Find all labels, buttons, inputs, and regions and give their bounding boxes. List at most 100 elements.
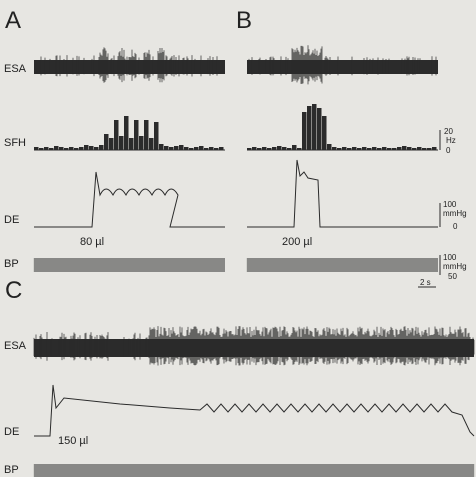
histogram-bar <box>392 148 397 150</box>
histogram-bar <box>362 147 367 150</box>
histogram-bar <box>114 120 119 150</box>
row-label-bp-top: BP <box>4 258 19 270</box>
histogram-bar <box>422 148 427 150</box>
de-scale-unit: mmHg <box>443 209 467 218</box>
row-label-bp-c: BP <box>4 464 19 476</box>
histogram-bar <box>317 108 322 150</box>
histogram-bar <box>417 147 422 150</box>
histogram-bar <box>44 147 49 150</box>
histogram-bar <box>357 148 362 150</box>
sfh-scale-bottom: 0 <box>446 146 451 155</box>
histogram-bar <box>267 148 272 150</box>
histogram-bar <box>34 147 39 150</box>
sfh-scale-top: 20 <box>444 127 453 136</box>
histogram-bar <box>39 148 44 150</box>
bp-trace-a <box>34 258 225 272</box>
histogram-bar <box>144 120 149 150</box>
histogram-bar <box>332 147 337 150</box>
bp-trace-b <box>247 258 438 272</box>
histogram-bar <box>337 148 342 150</box>
bp-scale-bottom: 50 <box>448 272 457 281</box>
de-scale-bottom: 0 <box>453 222 458 231</box>
histogram-bar <box>432 147 437 150</box>
histogram-bar <box>272 147 277 150</box>
sfh-bars-b <box>247 104 437 150</box>
histogram-bar <box>189 148 194 150</box>
histogram-bar <box>174 146 179 150</box>
histogram-bar <box>347 148 352 150</box>
de-scale-top: 100 <box>443 200 457 209</box>
histogram-bar <box>179 145 184 150</box>
de-trace-a <box>34 171 225 228</box>
row-label-de-top: DE <box>4 214 19 226</box>
histogram-bar <box>119 136 124 150</box>
histogram-bar <box>412 148 417 150</box>
histogram-bar <box>277 146 282 150</box>
histogram-bar <box>94 147 99 150</box>
histogram-bar <box>287 148 292 150</box>
volume-label-b: 200 µl <box>282 236 312 248</box>
histogram-bar <box>124 116 129 150</box>
histogram-bar <box>327 144 332 150</box>
histogram-bar <box>104 134 109 150</box>
histogram-bar <box>219 147 224 150</box>
bp-scale-unit: mmHg <box>443 262 467 271</box>
histogram-bar <box>367 148 372 150</box>
histogram-bar <box>402 146 407 150</box>
sfh-bars-a <box>34 116 224 150</box>
histogram-bar <box>397 147 402 150</box>
de-trace-c <box>34 384 475 437</box>
histogram-bar <box>247 148 252 150</box>
histogram-bar <box>297 148 302 150</box>
histogram-bar <box>377 148 382 150</box>
histogram-bar <box>129 138 134 150</box>
esa-spikes-b <box>248 45 437 85</box>
time-scale-label: 2 s <box>420 278 431 287</box>
histogram-bar <box>262 147 267 150</box>
esa-trace-a <box>34 60 225 74</box>
histogram-bar <box>194 147 199 150</box>
histogram-bar <box>209 147 214 150</box>
histogram-bar <box>199 146 204 150</box>
histogram-bar <box>214 148 219 150</box>
row-label-sfh: SFH <box>4 137 26 149</box>
histogram-bar <box>89 146 94 150</box>
histogram-bar <box>74 148 79 150</box>
bp-hatch <box>33 258 475 477</box>
histogram-bar <box>427 148 432 150</box>
row-label-de-c: DE <box>4 426 19 438</box>
bp-scale-top: 100 <box>443 253 457 262</box>
panel-label-a: A <box>5 7 21 34</box>
histogram-bar <box>159 144 164 150</box>
volume-label-c: 150 µl <box>58 435 88 447</box>
histogram-bar <box>49 148 54 150</box>
histogram-bar <box>407 147 412 150</box>
panel-label-c: C <box>5 277 22 304</box>
histogram-bar <box>352 147 357 150</box>
row-label-esa-c: ESA <box>4 340 27 352</box>
histogram-bar <box>99 145 104 150</box>
histogram-bar <box>372 147 377 150</box>
histogram-bar <box>134 120 139 150</box>
histogram-bar <box>252 147 257 150</box>
histogram-bar <box>154 122 159 150</box>
histogram-bar <box>64 148 69 150</box>
histogram-bar <box>204 148 209 150</box>
row-label-esa-top: ESA <box>4 63 27 75</box>
histogram-bar <box>79 147 84 150</box>
histogram-bar <box>54 146 59 150</box>
histogram-bar <box>302 112 307 150</box>
de-trace-b <box>247 159 438 228</box>
histogram-bar <box>69 147 74 150</box>
volume-label-a: 80 µl <box>80 236 104 248</box>
histogram-bar <box>59 147 64 150</box>
histogram-bar <box>164 146 169 150</box>
sfh-scale-unit: Hz <box>446 136 456 145</box>
histogram-bar <box>382 147 387 150</box>
histogram-bar <box>312 104 317 150</box>
histogram-bar <box>139 136 144 150</box>
histogram-bar <box>282 147 287 150</box>
histogram-bar <box>184 147 189 150</box>
histogram-bar <box>109 138 114 150</box>
